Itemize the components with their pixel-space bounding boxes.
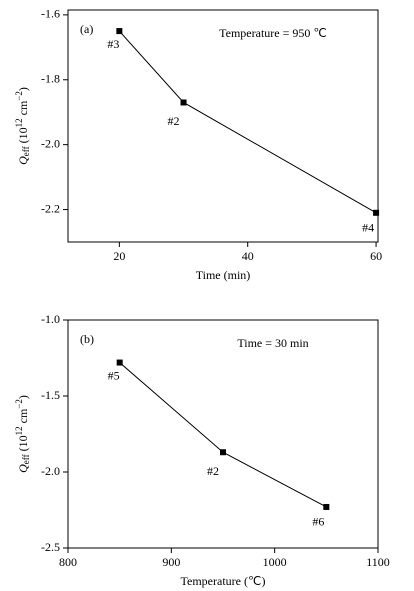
x-axis-label: Temperature (℃) [181, 574, 266, 588]
y-axis-label: Qeff (1012 cm−2) [14, 395, 31, 473]
x-tick-label: 60 [370, 249, 382, 263]
y-tick-label: -1.8 [41, 72, 60, 86]
y-tick-label: -1.0 [41, 312, 60, 326]
y-axis-label-part: eff [21, 146, 31, 156]
panel-label: (b) [80, 332, 94, 346]
point-label: #5 [108, 368, 120, 382]
y-axis-label-part: Q [16, 156, 30, 165]
y-axis-label-part: ) [16, 87, 30, 91]
x-tick-label: 1100 [366, 555, 390, 569]
plot-frame [67, 319, 379, 549]
line [119, 362, 327, 508]
panel-label: (a) [80, 22, 93, 36]
x-tick-label: 800 [59, 555, 77, 569]
y-axis-label-part: (10 [16, 435, 30, 454]
point-label: #2 [168, 114, 180, 128]
y-axis-label-part: eff [21, 454, 31, 464]
y-axis-label: Qeff (1012 cm−2) [14, 87, 31, 165]
y-axis-label-part: 12 [14, 426, 24, 435]
point-label: #3 [107, 37, 119, 51]
y-axis-label-part: −2 [14, 91, 24, 101]
x-axis-label: Time (min) [196, 268, 251, 282]
y-axis-label-part: −2 [14, 399, 24, 409]
x-tick-label: 20 [113, 249, 125, 263]
y-axis-label-part: cm [16, 100, 30, 118]
marker [373, 209, 380, 216]
y-tick-label: -1.5 [41, 388, 60, 402]
y-tick-label: -2.5 [41, 540, 60, 554]
marker [180, 99, 187, 106]
point-label: #4 [362, 221, 374, 235]
marker [220, 449, 226, 456]
x-tick-label: 900 [162, 555, 180, 569]
y-tick-label: -2.2 [41, 201, 60, 215]
x-tick-label: 1000 [263, 555, 287, 569]
y-tick-label: -1.6 [41, 7, 60, 21]
annotation: Time = 30 min [237, 336, 308, 350]
marker [323, 503, 330, 510]
annotation: Temperature = 950 ℃ [219, 26, 327, 40]
y-axis-label-part: ) [16, 395, 30, 399]
x-tick-label: 40 [242, 249, 254, 263]
y-axis-label-part: cm [16, 408, 30, 426]
plot-frame [67, 9, 379, 243]
line [118, 30, 377, 214]
point-label: #2 [207, 464, 219, 478]
y-axis-label-part: 12 [14, 118, 24, 127]
point-label: #6 [312, 515, 324, 529]
y-axis-label-part: Q [16, 464, 30, 473]
y-tick-label: -2.0 [41, 136, 60, 150]
y-tick-label: -2.0 [41, 464, 60, 478]
y-axis-label-part: (10 [16, 127, 30, 146]
marker [116, 359, 123, 366]
marker [116, 28, 123, 35]
